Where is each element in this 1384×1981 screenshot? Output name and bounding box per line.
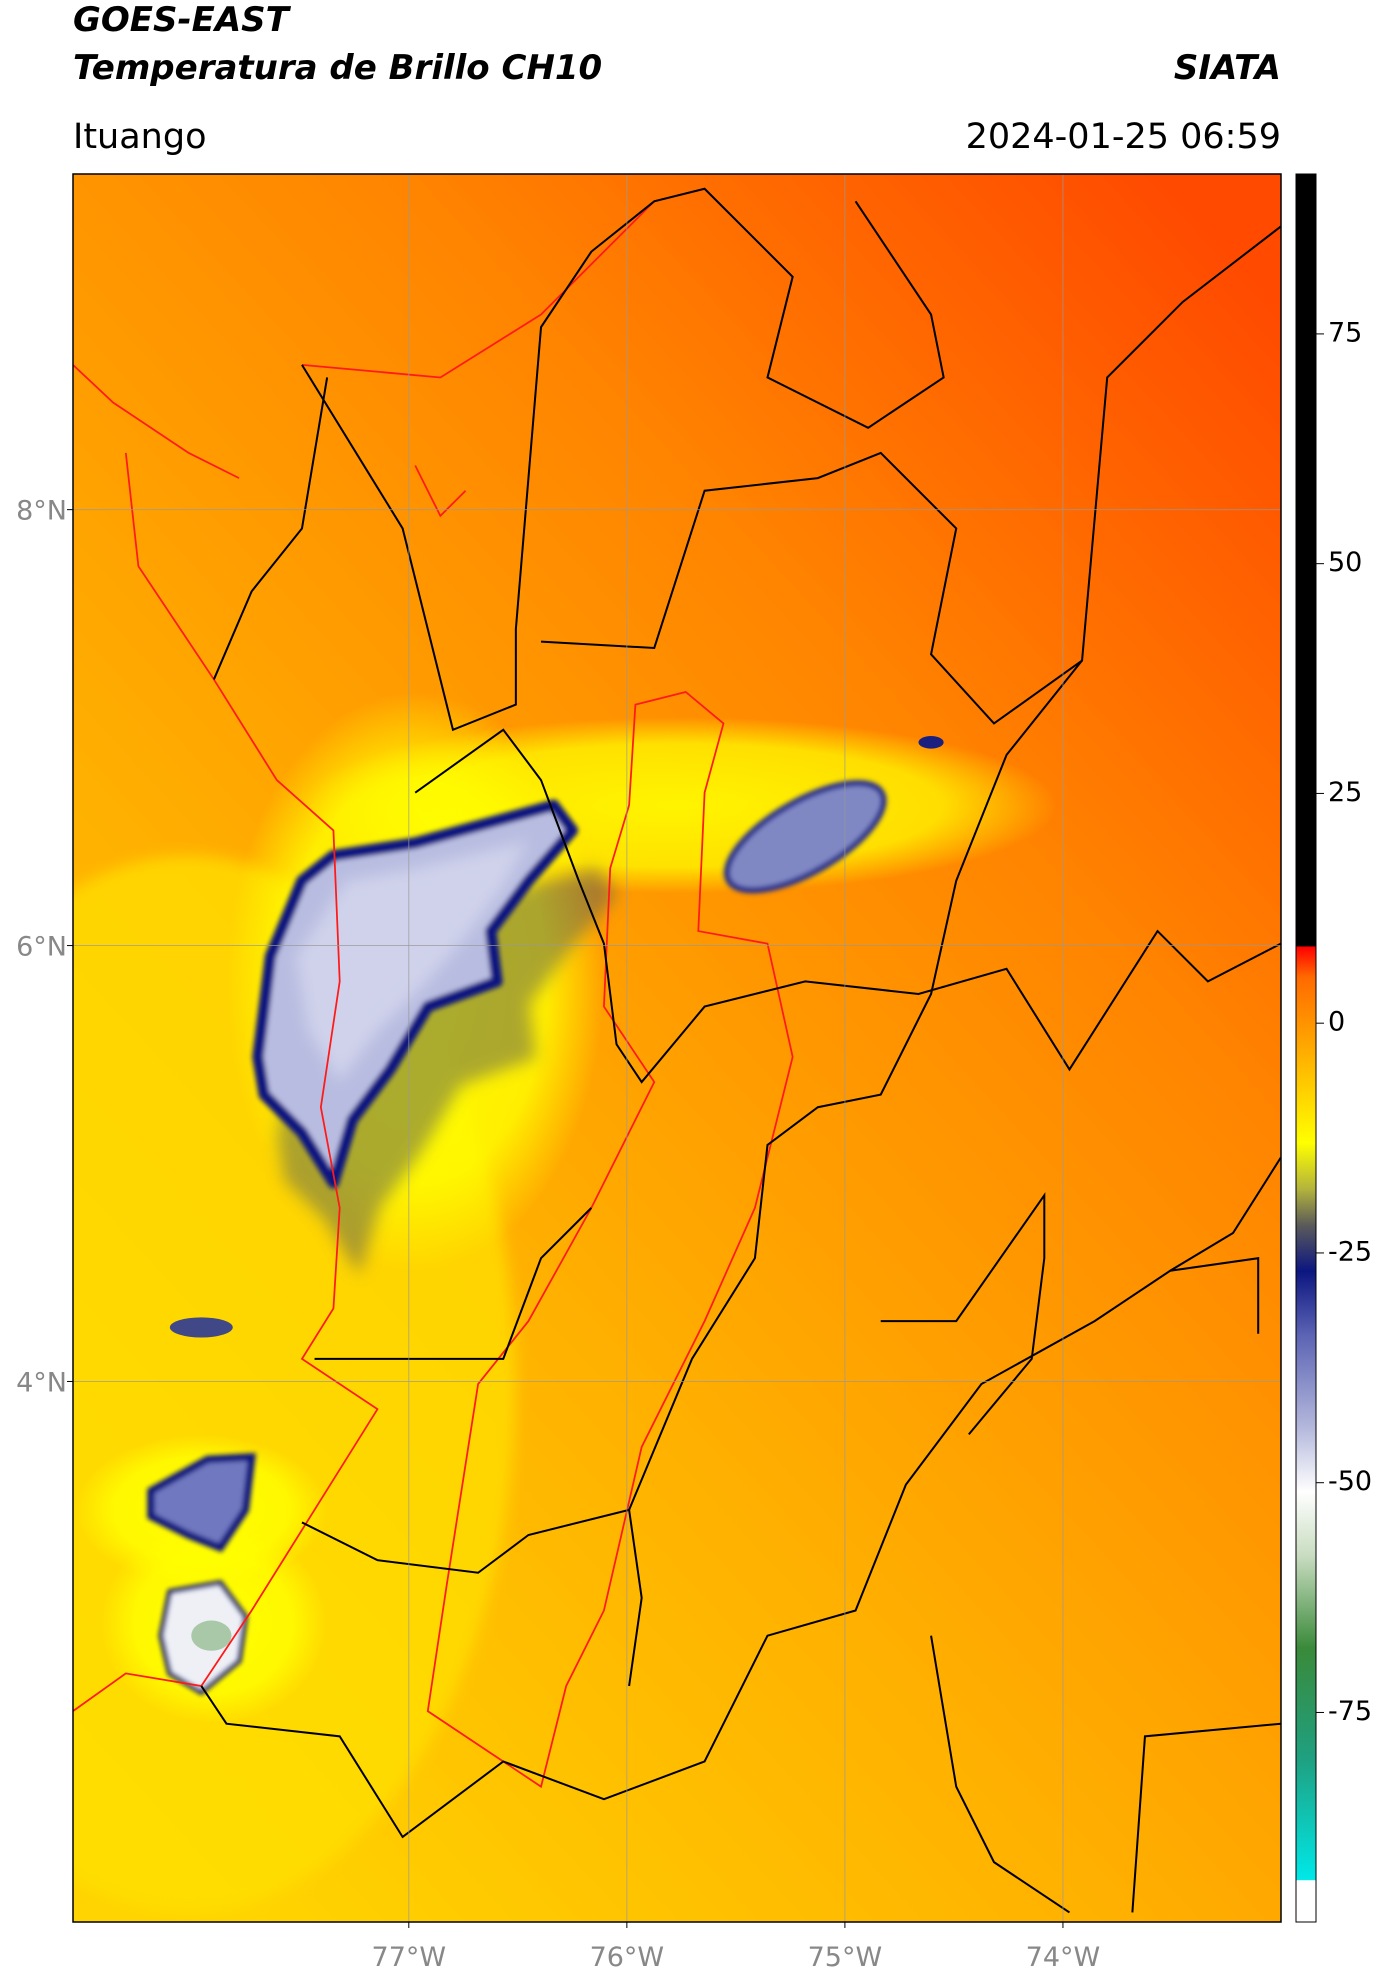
x-tick-label: 74°W (1026, 1942, 1101, 1973)
colorbar-tick-label: -50 (1328, 1466, 1372, 1497)
y-tick-label: 6°N (16, 932, 67, 963)
colorbar-tick-label: 75 (1328, 317, 1362, 348)
colorbar-tick-label: 25 (1328, 777, 1362, 808)
title: GOES-EAST (73, 0, 292, 40)
y-tick-label: 8°N (16, 496, 67, 527)
map (73, 174, 1281, 1922)
colorbar-tick-label: 0 (1328, 1007, 1345, 1038)
map-layer (73, 187, 1281, 1914)
colorbar-tick-label: 50 (1328, 547, 1362, 578)
location: Ituango (73, 117, 207, 157)
colorbar (1295, 173, 1317, 1923)
y-tick-label: 4°N (16, 1367, 67, 1398)
subtitle: Temperatura de Brillo CH10 (73, 48, 602, 88)
x-tick-label: 75°W (808, 1942, 883, 1973)
x-tick-label: 76°W (590, 1942, 665, 1973)
grid (73, 174, 1281, 1922)
source: SIATA (1174, 48, 1281, 88)
map-frame (72, 173, 1282, 1923)
timestamp: 2024-01-25 06:59 (966, 117, 1281, 157)
colorbar-tick-label: -75 (1328, 1696, 1372, 1727)
x-tick-label: 77°W (372, 1942, 447, 1973)
colorbar-tick-label: -25 (1328, 1236, 1372, 1267)
